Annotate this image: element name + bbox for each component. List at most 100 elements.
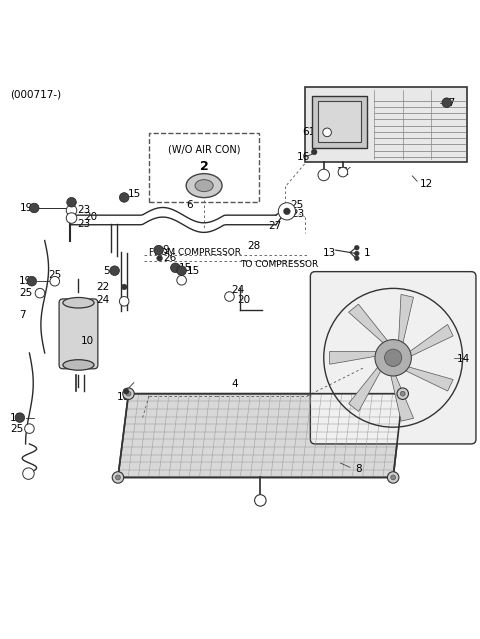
Circle shape xyxy=(123,389,129,394)
Text: 23: 23 xyxy=(292,209,305,219)
Circle shape xyxy=(391,475,396,480)
Ellipse shape xyxy=(63,298,94,308)
Circle shape xyxy=(354,251,359,256)
Text: 6150: 6150 xyxy=(302,127,329,137)
Circle shape xyxy=(177,275,186,285)
Text: 14: 14 xyxy=(456,354,469,364)
Ellipse shape xyxy=(195,180,213,192)
Text: 13: 13 xyxy=(323,249,336,258)
Ellipse shape xyxy=(63,360,94,370)
Text: 7: 7 xyxy=(19,310,25,320)
Text: 25: 25 xyxy=(10,424,24,434)
Circle shape xyxy=(375,339,411,376)
Text: 28: 28 xyxy=(247,242,261,251)
Circle shape xyxy=(110,266,120,275)
Polygon shape xyxy=(348,364,383,412)
Text: 1: 1 xyxy=(363,249,370,258)
Text: 18: 18 xyxy=(117,392,130,402)
Circle shape xyxy=(15,413,24,422)
Text: 23: 23 xyxy=(77,219,91,229)
FancyBboxPatch shape xyxy=(318,101,361,142)
Polygon shape xyxy=(402,366,453,391)
Text: 6: 6 xyxy=(186,199,193,210)
Circle shape xyxy=(318,169,329,181)
FancyBboxPatch shape xyxy=(305,88,468,162)
Text: 15: 15 xyxy=(179,263,192,273)
Circle shape xyxy=(120,193,129,202)
Circle shape xyxy=(312,149,317,155)
Circle shape xyxy=(254,495,266,506)
Circle shape xyxy=(66,205,77,215)
Text: 17: 17 xyxy=(443,98,456,108)
Circle shape xyxy=(284,208,290,215)
Text: 10: 10 xyxy=(81,336,94,346)
Circle shape xyxy=(27,277,36,286)
Text: 22: 22 xyxy=(96,282,110,292)
Text: 2: 2 xyxy=(200,160,208,173)
Circle shape xyxy=(354,245,359,250)
Text: (000717-): (000717-) xyxy=(10,89,61,100)
Text: 5: 5 xyxy=(103,266,110,275)
Polygon shape xyxy=(390,372,414,421)
Text: 25: 25 xyxy=(290,199,303,210)
Text: 20: 20 xyxy=(238,295,251,305)
Text: 26: 26 xyxy=(163,253,177,263)
Circle shape xyxy=(121,284,127,290)
Polygon shape xyxy=(330,351,380,364)
Circle shape xyxy=(50,277,60,286)
Circle shape xyxy=(442,98,452,107)
Circle shape xyxy=(29,203,39,213)
Circle shape xyxy=(387,472,399,483)
Circle shape xyxy=(154,245,163,255)
Polygon shape xyxy=(407,325,453,358)
Circle shape xyxy=(278,203,296,220)
Text: 24: 24 xyxy=(96,295,110,305)
Ellipse shape xyxy=(186,174,222,197)
FancyBboxPatch shape xyxy=(311,272,476,444)
Circle shape xyxy=(116,475,120,480)
Circle shape xyxy=(170,263,180,273)
Circle shape xyxy=(123,388,134,399)
Text: 4: 4 xyxy=(231,379,238,389)
Text: 24: 24 xyxy=(231,285,245,295)
Circle shape xyxy=(24,424,34,433)
Text: TO COMPRESSOR: TO COMPRESSOR xyxy=(240,260,318,269)
Circle shape xyxy=(23,468,34,479)
Text: 27: 27 xyxy=(268,220,281,231)
Text: 23: 23 xyxy=(77,205,91,215)
Circle shape xyxy=(157,256,162,261)
Circle shape xyxy=(67,197,76,207)
Text: (W/O AIR CON): (W/O AIR CON) xyxy=(168,144,240,155)
Text: 15: 15 xyxy=(128,189,141,199)
Text: 16: 16 xyxy=(297,152,310,162)
Circle shape xyxy=(112,472,124,483)
Circle shape xyxy=(400,391,405,396)
Circle shape xyxy=(338,167,348,177)
Circle shape xyxy=(384,349,402,366)
Polygon shape xyxy=(398,295,413,346)
Text: FROM COMPRESSOR: FROM COMPRESSOR xyxy=(149,247,241,256)
Text: 20: 20 xyxy=(84,212,97,222)
Circle shape xyxy=(397,388,408,399)
Text: 8: 8 xyxy=(355,464,361,474)
Circle shape xyxy=(126,391,131,396)
Text: 9: 9 xyxy=(162,245,169,255)
Circle shape xyxy=(120,296,129,306)
Circle shape xyxy=(354,256,359,261)
Circle shape xyxy=(35,288,45,298)
Text: 19: 19 xyxy=(20,203,33,213)
FancyBboxPatch shape xyxy=(312,95,367,148)
Circle shape xyxy=(323,128,331,137)
FancyBboxPatch shape xyxy=(149,133,259,202)
Polygon shape xyxy=(118,394,403,477)
Text: 15: 15 xyxy=(10,413,24,422)
Polygon shape xyxy=(348,304,390,345)
Circle shape xyxy=(177,266,186,275)
Text: 12: 12 xyxy=(420,178,433,189)
Circle shape xyxy=(225,292,234,302)
Circle shape xyxy=(66,213,77,223)
Text: 19: 19 xyxy=(19,276,32,286)
Text: 11: 11 xyxy=(336,167,350,177)
Text: 25: 25 xyxy=(19,288,32,298)
FancyBboxPatch shape xyxy=(59,299,98,369)
